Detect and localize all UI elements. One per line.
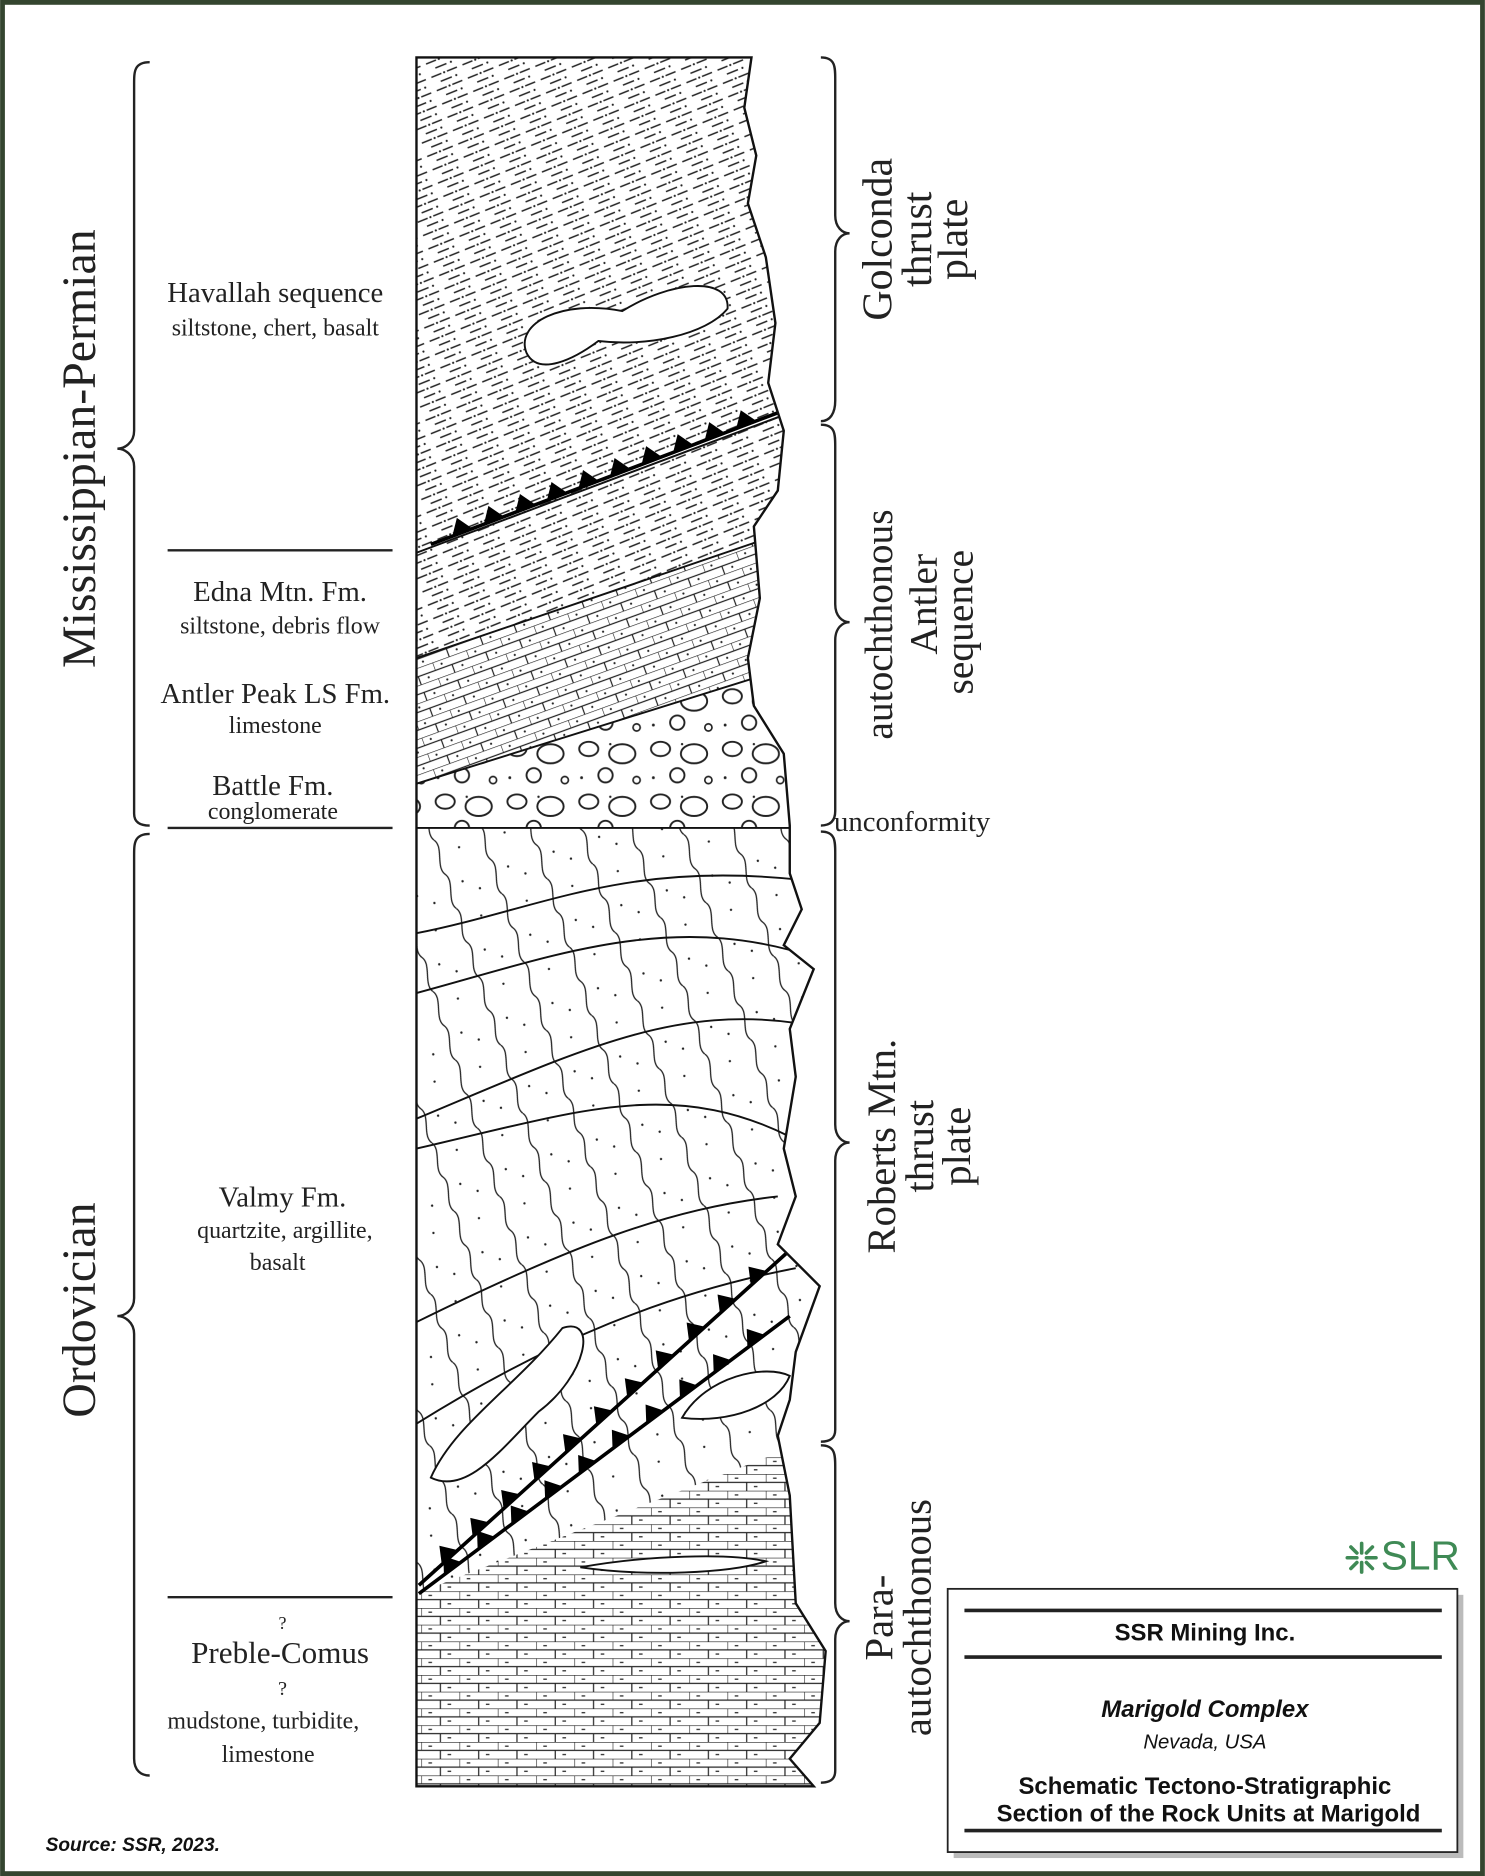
decoration [452,517,473,537]
plate-label: thrust [897,1099,942,1192]
source-note: Source: SSR, 2023. [46,1835,220,1856]
plate-label: thrust [895,191,941,287]
logo-text: SLR [1381,1533,1460,1579]
group [416,57,826,1787]
decoration [679,1379,698,1399]
unit-description: siltstone, chert, basalt [172,316,379,342]
plate-label: Roberts Mtn. [859,1039,904,1254]
decoration [610,458,631,477]
group: Mississippian-Permian Ordovician Havalla… [53,158,991,1768]
decoration [501,1489,520,1509]
plate-label: Antler [901,554,945,655]
group [439,410,767,1575]
plate-label: sequence [937,550,981,695]
decoration [416,652,826,828]
plate-label: Para- [856,1575,901,1661]
plate-label: plate [934,1107,979,1186]
decoration [476,1530,495,1550]
group [416,285,826,1574]
decoration [820,1444,850,1784]
decoration [443,1555,462,1575]
decoration [1345,1541,1378,1574]
decoration [645,1404,664,1424]
decoration [578,470,599,489]
decoration [416,57,826,553]
logo: SLR [1345,1533,1460,1579]
project: Marigold Complex [1101,1696,1310,1723]
decoration [624,1378,644,1398]
decoration [593,1406,613,1425]
decoration [580,1555,770,1574]
plate-label: Golconda [855,158,901,321]
unit-name: Edna Mtn. Fm. [193,576,367,608]
decoration [746,1328,765,1348]
decoration [713,1354,731,1373]
unit-name: Antler Peak LS Fm. [160,678,390,710]
query-mark: ? [278,1613,286,1633]
decoration [510,1505,529,1525]
decoration [167,549,393,1599]
decoration [820,830,850,1443]
decoration [748,1266,767,1286]
decoration [416,394,826,659]
decoration [964,1608,1442,1833]
unconformity-label: unconformity [834,806,991,838]
unit-description: conglomerate [208,799,338,825]
decoration [680,1370,791,1420]
decoration [544,1480,563,1500]
company: SSR Mining Inc. [1115,1620,1296,1647]
plate-label: plate [931,199,977,280]
figure-title: Section of the Rock Units at Marigold [997,1800,1421,1827]
unit-name: Preble-Comus [191,1635,369,1670]
decoration [416,874,814,1425]
decoration [820,423,850,827]
decoration [117,832,150,1777]
decoration [470,1517,489,1537]
decoration [532,1462,551,1481]
unit-description: limestone [222,1742,315,1768]
decoration [117,61,150,827]
decoration [578,1455,597,1474]
group [964,1608,1442,1833]
decoration [704,422,725,441]
unit-description: limestone [229,713,322,739]
decoration [641,446,662,465]
decoration [946,1587,1459,1853]
group [1345,1541,1378,1574]
group [117,56,850,1784]
plate-label: autochthonous [895,1499,940,1736]
decoration [483,505,504,525]
plate-label: autochthonous [857,509,901,739]
figure-title: Schematic Tectono-Stratigraphic [1018,1773,1391,1800]
decoration [416,1429,826,1787]
period-label: Mississippian-Permian [53,229,106,668]
decoration [673,434,694,453]
period-label: Ordovician [53,1202,106,1417]
decoration [546,481,568,501]
decoration [686,1322,706,1342]
decoration [820,56,850,423]
unit-name: Havallah sequence [167,277,383,309]
decoration [655,1350,675,1370]
decoration [717,1294,736,1314]
decoration [523,285,729,366]
decoration [416,393,826,829]
unit-name: Battle Fm. [212,770,333,802]
decoration [562,1434,582,1453]
decoration [429,1325,585,1483]
unit-description: basalt [250,1250,306,1276]
unit-name: Valmy Fm. [219,1182,347,1214]
decoration [515,493,536,513]
decoration [736,410,757,429]
location: Nevada, USA [1143,1732,1266,1754]
unit-description: mudstone, turbidite, [167,1708,359,1734]
decoration [416,514,826,784]
decoration [611,1429,630,1449]
group: SSR Mining Inc. Marigold Complex Nevada,… [997,1620,1421,1828]
unit-description: siltstone, debris flow [180,614,381,640]
unit-description: quartzite, argillite, [197,1218,372,1244]
query-mark: ? [278,1678,287,1700]
